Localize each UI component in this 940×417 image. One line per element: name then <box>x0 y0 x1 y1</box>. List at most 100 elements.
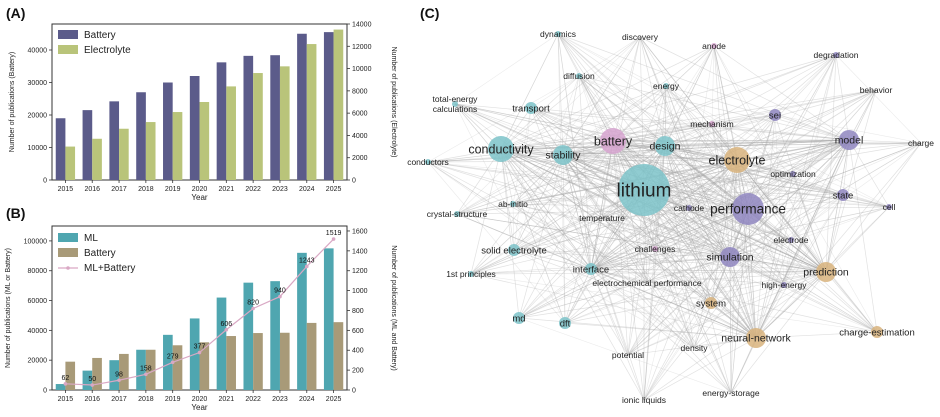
y2-tick-label: 14000 <box>352 22 372 29</box>
bar-electrolyte <box>172 112 183 180</box>
node-label-diffusion: diffusion <box>563 71 595 81</box>
network-edge <box>601 217 731 258</box>
node-label-md: md <box>512 313 525 324</box>
ml-battery-point <box>90 383 95 387</box>
panel-label-c: (C) <box>420 5 439 21</box>
node-model <box>839 130 859 150</box>
network-edge <box>562 154 738 161</box>
network-edge <box>612 89 877 142</box>
network-edge <box>518 89 877 319</box>
network-edge <box>612 140 731 258</box>
chart-b-legend: ML Battery ML+Battery <box>58 233 135 274</box>
network-edge <box>557 33 592 270</box>
node-electrolyte <box>724 147 750 173</box>
bar-electrolyte <box>226 86 236 180</box>
network-edge <box>456 36 641 215</box>
network-edge <box>848 139 922 144</box>
network-edge <box>601 208 749 219</box>
x-tick-label: 2025 <box>326 396 342 403</box>
network-edge <box>612 140 738 161</box>
network-edge <box>578 75 738 161</box>
network-edge <box>693 271 827 349</box>
network-edge <box>643 159 738 401</box>
network-edge <box>729 142 922 258</box>
network-edge <box>736 159 890 208</box>
network-edge <box>825 206 890 273</box>
network-edge <box>562 154 890 208</box>
network-edge <box>664 85 667 147</box>
network-edge <box>530 107 827 273</box>
network-edge <box>825 54 837 273</box>
network-edge <box>755 139 850 339</box>
network-edge <box>711 123 850 141</box>
network-edge <box>643 208 749 401</box>
node-state <box>837 189 849 201</box>
network-edge <box>562 36 641 156</box>
node-1st-principles <box>468 271 474 277</box>
network-edge <box>612 139 850 142</box>
network-edge <box>578 75 592 270</box>
bar-electrolyte <box>199 102 210 180</box>
node-optimization <box>790 171 796 177</box>
network-edge <box>590 239 792 270</box>
node-ab-initio <box>510 201 516 207</box>
data-label: 1243 <box>299 257 315 264</box>
network-edge <box>688 207 827 273</box>
network-edge <box>456 213 731 258</box>
network-edge <box>639 36 738 161</box>
data-label: 606 <box>220 321 232 328</box>
node-label-neural-network: neural-network <box>721 333 791 345</box>
y-tick-label: 100000 <box>24 238 47 245</box>
data-label: 158 <box>140 365 152 372</box>
network-edge <box>643 189 732 394</box>
network-edge <box>456 154 564 215</box>
node-prediction <box>816 262 836 282</box>
network-edge <box>693 208 749 349</box>
network-edge <box>590 159 738 270</box>
node-energy <box>663 83 669 89</box>
network-edge <box>612 140 827 273</box>
network-edge <box>639 36 666 147</box>
node-label-ab-initio: ab-initio <box>498 199 528 209</box>
network-edge <box>643 189 732 394</box>
bar-electrolyte <box>65 146 76 180</box>
network-edge <box>454 103 749 210</box>
node-label-total-energy-calculations: calculations <box>433 104 477 114</box>
network-edge <box>643 45 715 191</box>
node-conductors <box>425 159 431 165</box>
network-edge <box>693 159 738 349</box>
ml-battery-point <box>197 350 202 355</box>
node-label-stability: stability <box>545 150 581 162</box>
network-edge <box>470 268 592 275</box>
network-edge <box>454 103 850 141</box>
node-label-energy-storage: energy-storage <box>702 388 759 398</box>
network-edge <box>729 239 792 258</box>
network-edge <box>562 154 827 273</box>
network-edge <box>730 139 850 394</box>
ml-battery-point <box>251 306 255 311</box>
node-transport <box>525 102 537 114</box>
network-edge <box>643 189 785 286</box>
network-edge <box>454 103 614 142</box>
network-edge <box>747 208 757 339</box>
network-edge <box>627 256 731 356</box>
node-dynamics <box>555 31 561 37</box>
network-edge <box>470 140 614 275</box>
network-edge <box>513 107 532 251</box>
network-edge <box>427 161 645 191</box>
y2-tick-label: 1400 <box>352 248 368 255</box>
network-edge <box>590 159 738 270</box>
data-label: 940 <box>274 288 286 295</box>
network-edge <box>557 33 749 210</box>
x-tick-label: 2017 <box>111 396 127 403</box>
network-edge <box>755 271 827 339</box>
network-edge <box>557 33 850 141</box>
network-edge <box>500 33 559 150</box>
network-edge <box>513 154 564 251</box>
network-edge <box>513 249 827 273</box>
node-solid-electrolyte <box>508 244 520 256</box>
network-edge <box>688 123 713 209</box>
node-high-energy <box>781 282 787 288</box>
network-edge <box>783 239 792 286</box>
network-edge <box>825 142 922 273</box>
